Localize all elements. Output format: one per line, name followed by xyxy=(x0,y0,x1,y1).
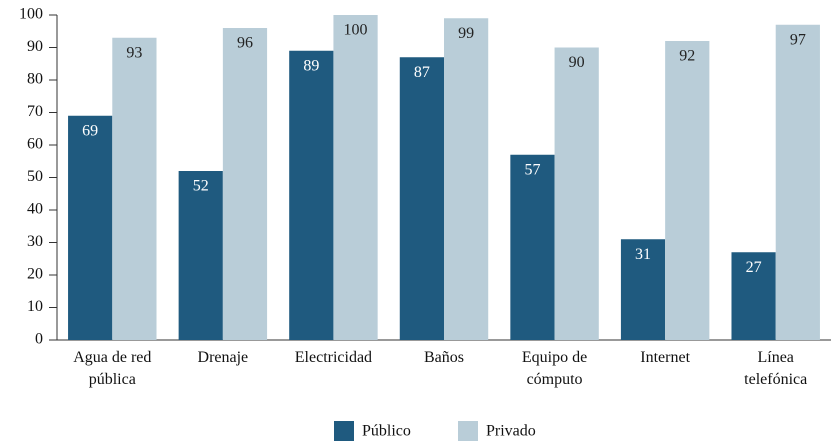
value-label: 31 xyxy=(635,246,651,263)
value-label: 100 xyxy=(344,22,368,39)
value-label: 99 xyxy=(458,25,474,42)
y-tick-label: 0 xyxy=(35,331,43,348)
value-label: 57 xyxy=(524,161,540,178)
y-tick-label: 20 xyxy=(27,266,43,283)
bar xyxy=(289,50,334,340)
value-label: 92 xyxy=(679,48,695,65)
bar xyxy=(68,115,113,340)
value-label: 97 xyxy=(790,31,806,48)
bar xyxy=(444,18,489,340)
y-tick-label: 30 xyxy=(27,233,43,250)
x-tick-label: Línea telefónica xyxy=(744,349,808,388)
y-tick-label: 70 xyxy=(27,103,43,120)
bar xyxy=(333,15,378,340)
value-label: 69 xyxy=(82,122,98,139)
x-tick-label: Drenaje xyxy=(197,349,249,366)
value-label: 87 xyxy=(414,64,430,81)
y-tick-label: 50 xyxy=(27,168,43,185)
x-tick-label: Equipo de cómputo xyxy=(521,349,588,388)
bar xyxy=(731,252,776,340)
legend-swatch xyxy=(458,421,478,441)
y-tick-label: 90 xyxy=(27,38,43,55)
y-tick-label: 80 xyxy=(27,71,43,88)
bar xyxy=(178,171,223,340)
x-tick-label: Baños xyxy=(424,349,464,366)
bar xyxy=(222,28,268,340)
legend-label: Privado xyxy=(486,423,536,440)
bar xyxy=(665,41,710,340)
x-tick-label: Electricidad xyxy=(294,349,373,366)
value-label: 52 xyxy=(193,178,209,195)
y-tick-label: 60 xyxy=(27,136,43,153)
bar xyxy=(399,57,444,340)
value-label: 89 xyxy=(303,57,319,74)
y-tick-label: 10 xyxy=(27,298,43,315)
bar xyxy=(554,47,599,340)
y-tick-label: 100 xyxy=(19,6,43,23)
value-label: 27 xyxy=(746,259,762,276)
legend-label: Público xyxy=(362,423,411,440)
legend-swatch xyxy=(334,421,354,441)
value-label: 96 xyxy=(237,35,253,52)
bar xyxy=(510,154,555,340)
bar xyxy=(775,24,820,340)
bar xyxy=(620,239,666,340)
x-tick-label: Internet xyxy=(640,349,691,366)
x-tick-label: Agua de red pública xyxy=(73,349,152,388)
y-tick-label: 40 xyxy=(27,201,43,218)
value-label: 90 xyxy=(569,54,585,71)
bar xyxy=(112,37,157,340)
value-label: 93 xyxy=(126,44,142,61)
